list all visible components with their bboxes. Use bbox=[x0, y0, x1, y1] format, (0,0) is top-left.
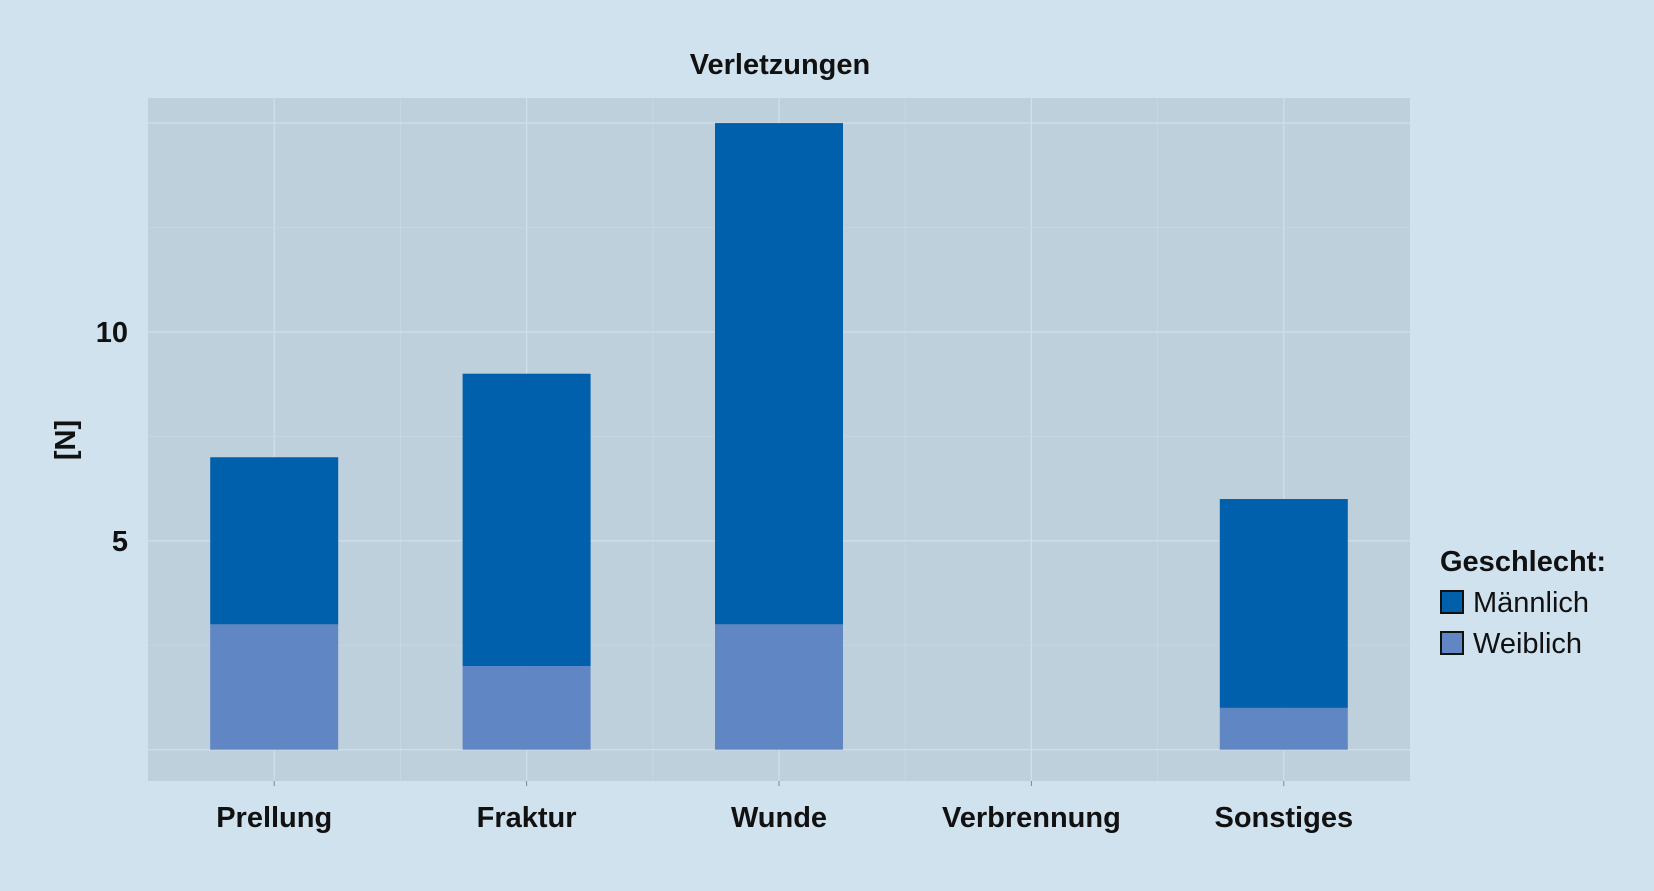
legend-label-weiblich: Weiblich bbox=[1473, 628, 1582, 660]
legend: Geschlecht: Männlich Weiblich bbox=[1440, 546, 1606, 660]
bar-fraktur-weiblich bbox=[462, 666, 591, 750]
bar-wunde-maennlich bbox=[715, 123, 843, 625]
y-tick-label: 10 bbox=[96, 317, 128, 349]
x-axis: Prellung Fraktur Wunde Verbrennung Sonstiges bbox=[216, 781, 1353, 834]
x-tick-label: Verbrennung bbox=[942, 802, 1121, 834]
chart-title: Verletzungen bbox=[690, 49, 871, 81]
bar-wunde-weiblich bbox=[715, 624, 843, 750]
y-tick-label: 5 bbox=[112, 526, 128, 558]
y-axis-label: [N] bbox=[50, 420, 82, 460]
legend-title: Geschlecht: bbox=[1440, 546, 1606, 578]
bar-prellung-weiblich bbox=[210, 624, 339, 750]
bar-sonstiges-weiblich bbox=[1219, 707, 1348, 750]
bar-fraktur-maennlich bbox=[462, 373, 591, 667]
x-tick-label: Wunde bbox=[731, 802, 827, 834]
legend-label-maennlich: Männlich bbox=[1473, 587, 1589, 619]
legend-swatch-weiblich bbox=[1440, 631, 1464, 655]
legend-entry-maennlich: Männlich bbox=[1440, 587, 1589, 619]
x-tick-label: Prellung bbox=[216, 802, 332, 834]
bars-layer bbox=[210, 123, 1348, 750]
legend-entry-weiblich: Weiblich bbox=[1440, 628, 1582, 660]
x-tick-label: Fraktur bbox=[477, 802, 577, 834]
bar-sonstiges-maennlich bbox=[1219, 499, 1348, 708]
legend-swatch-maennlich bbox=[1440, 590, 1464, 614]
y-axis: 5 10 bbox=[96, 317, 128, 558]
bar-prellung-maennlich bbox=[210, 457, 339, 625]
x-tick-label: Sonstiges bbox=[1215, 802, 1354, 834]
